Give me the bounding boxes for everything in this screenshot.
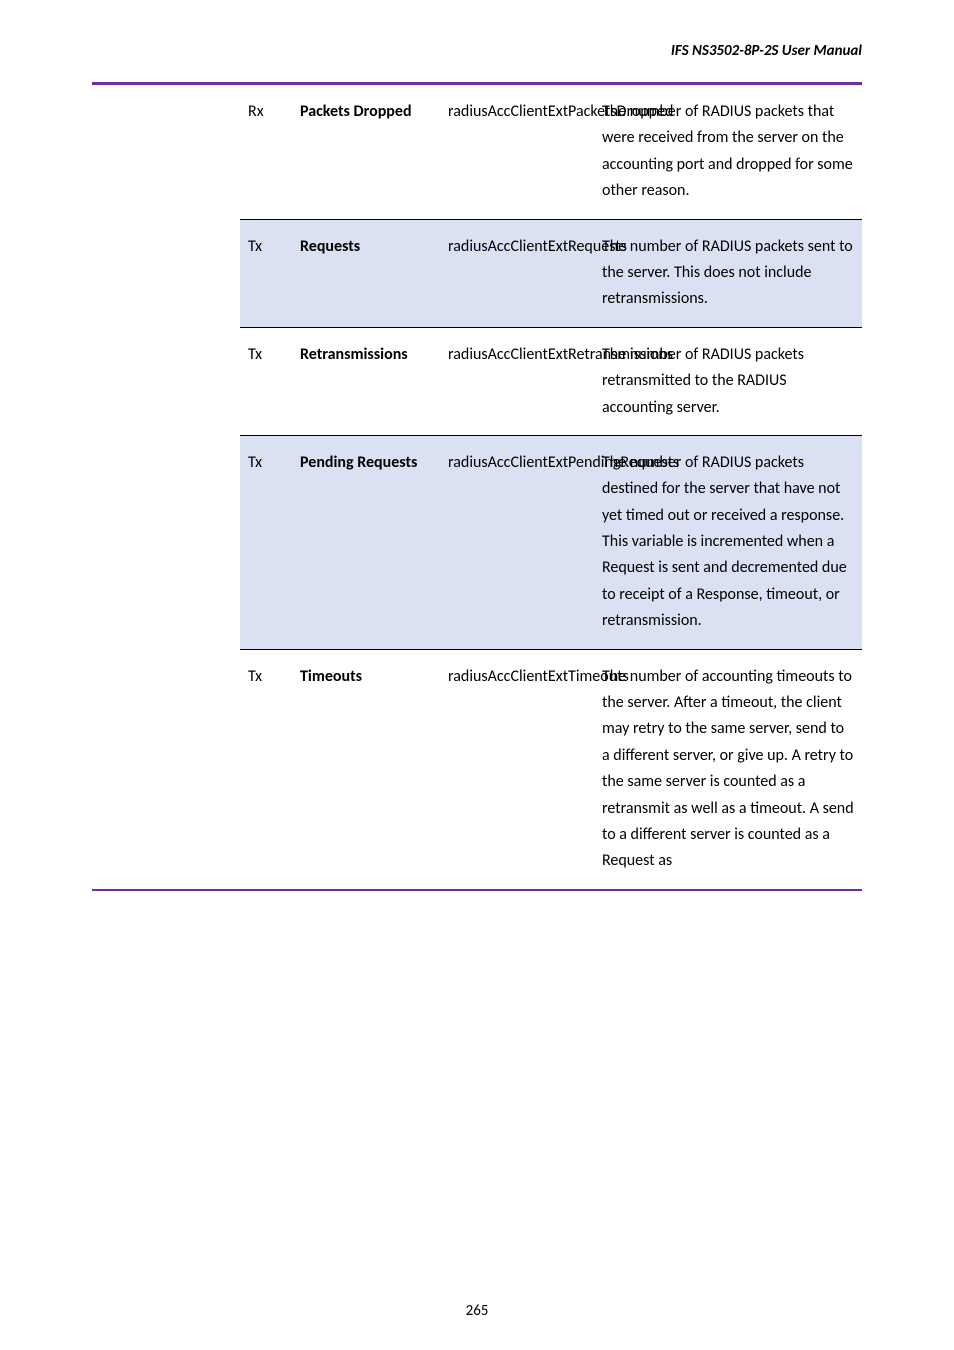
table-row: Tx Pending Requests radiusAccClientExtPe… [240, 435, 862, 649]
dir-cell: Rx [240, 85, 292, 219]
table-row: Rx Packets Dropped radiusAccClientExtPac… [240, 85, 862, 219]
desc-cell: The number of accounting timeouts to the… [594, 649, 862, 889]
name-cell: Requests [292, 219, 440, 327]
page: IFS NS3502-8P-2S User Manual Rx Packets … [0, 0, 954, 1350]
desc-cell: The number of RADIUS packets sent to the… [594, 219, 862, 327]
name-cell: Pending Requests [292, 435, 440, 649]
name-cell: Timeouts [292, 649, 440, 889]
mib-cell: radiusAccClientExtPendingRequests [440, 435, 594, 649]
name-cell: Retransmissions [292, 327, 440, 435]
dir-cell: Tx [240, 435, 292, 649]
page-number: 265 [0, 1302, 954, 1320]
running-header: IFS NS3502-8P-2S User Manual [92, 42, 862, 60]
dir-cell: Tx [240, 327, 292, 435]
table-row: Tx Timeouts radiusAccClientExtTimeouts T… [240, 649, 862, 889]
table-row: Tx Requests radiusAccClientExtRequests T… [240, 219, 862, 327]
desc-cell: The number of RADIUS packets retransmitt… [594, 327, 862, 435]
dir-cell: Tx [240, 649, 292, 889]
desc-cell: The number of RADIUS packets destined fo… [594, 435, 862, 649]
name-cell: Packets Dropped [292, 85, 440, 219]
mib-cell: radiusAccClientExtTimeouts [440, 649, 594, 889]
desc-cell: The number of RADIUS packets that were r… [594, 85, 862, 219]
table-row: Tx Retransmissions radiusAccClientExtRet… [240, 327, 862, 435]
mib-cell: radiusAccClientExtRetransmissions [440, 327, 594, 435]
counters-table: Rx Packets Dropped radiusAccClientExtPac… [240, 85, 862, 889]
table-wrap: Rx Packets Dropped radiusAccClientExtPac… [92, 82, 862, 891]
mib-cell: radiusAccClientExtPacketsDropped [440, 85, 594, 219]
dir-cell: Tx [240, 219, 292, 327]
mib-cell: radiusAccClientExtRequests [440, 219, 594, 327]
